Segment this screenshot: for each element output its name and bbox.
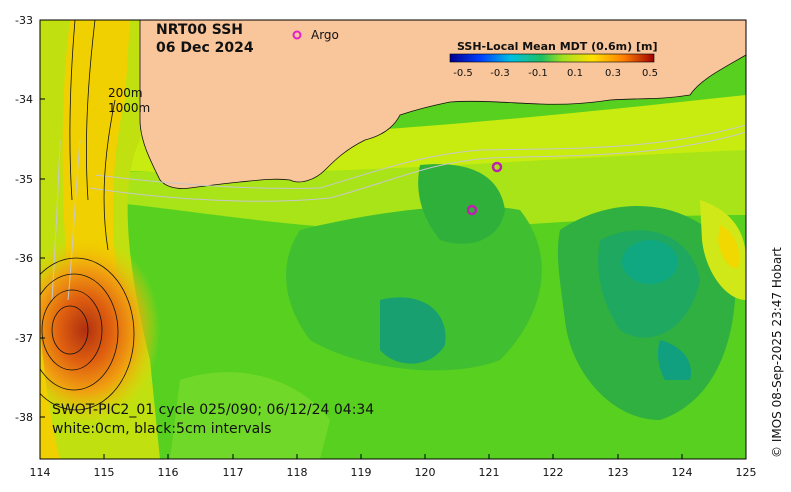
caption-line1: SWOT-PIC2_01 cycle 025/090; 06/12/24 04:… bbox=[52, 402, 374, 418]
y-axis bbox=[40, 19, 45, 418]
colorbar-tick: -0.5 bbox=[453, 68, 473, 79]
map-title-line1: NRT00 SSH bbox=[156, 22, 243, 38]
x-axis bbox=[39, 454, 747, 459]
colorbar-tick: 0.5 bbox=[642, 68, 658, 79]
plot-frame bbox=[39, 19, 747, 460]
colorbar-gradient bbox=[449, 53, 655, 63]
argo-floats bbox=[466, 161, 503, 216]
colorbar-tick: -0.1 bbox=[528, 68, 548, 79]
x-tick: 115 bbox=[94, 466, 115, 479]
x-tick: 119 bbox=[351, 466, 372, 479]
x-tick: 121 bbox=[479, 466, 500, 479]
x-tick: 125 bbox=[736, 466, 757, 479]
caption-line2: white:0cm, black:5cm intervals bbox=[52, 421, 271, 437]
argo-float[interactable] bbox=[466, 204, 478, 216]
colorbar-title: SSH-Local Mean MDT (0.6m) [m] bbox=[457, 40, 657, 53]
x-tick: 114 bbox=[30, 466, 51, 479]
x-tick: 118 bbox=[287, 466, 308, 479]
y-tick: -33 bbox=[15, 14, 33, 27]
isobath-label-200m: 200m bbox=[108, 86, 143, 100]
y-tick: -34 bbox=[15, 93, 33, 106]
ssh-contours bbox=[40, 20, 135, 411]
argo-legend-icon bbox=[292, 30, 302, 40]
x-tick: 124 bbox=[672, 466, 693, 479]
colorbar-tick: -0.3 bbox=[490, 68, 510, 79]
colorbar-tick: 0.3 bbox=[605, 68, 621, 79]
isobath-lines bbox=[51, 124, 746, 301]
y-tick: -37 bbox=[15, 332, 33, 345]
y-tick: -35 bbox=[15, 173, 33, 186]
x-tick: 120 bbox=[415, 466, 436, 479]
map-title-line2: 06 Dec 2024 bbox=[156, 40, 254, 56]
y-tick: -36 bbox=[15, 252, 33, 265]
argo-float[interactable] bbox=[491, 161, 503, 173]
x-tick-labels: 114 115 116 117 118 119 120 121 122 123 … bbox=[30, 466, 757, 479]
argo-legend-label: Argo bbox=[311, 28, 339, 42]
credit-text: © IMOS 08-Sep-2025 23:47 Hobart bbox=[770, 247, 784, 458]
x-tick: 116 bbox=[158, 466, 179, 479]
x-tick: 123 bbox=[608, 466, 629, 479]
colorbar: SSH-Local Mean MDT (0.6m) [m] -0.5 -0.3 … bbox=[449, 40, 658, 79]
y-tick: -38 bbox=[15, 411, 33, 424]
y-tick-labels: -33 -34 -35 -36 -37 -38 bbox=[15, 14, 33, 424]
isobath-label-1000m: 1000m bbox=[108, 101, 150, 115]
x-tick: 117 bbox=[223, 466, 244, 479]
x-tick: 122 bbox=[543, 466, 564, 479]
colorbar-tick: 0.1 bbox=[567, 68, 583, 79]
